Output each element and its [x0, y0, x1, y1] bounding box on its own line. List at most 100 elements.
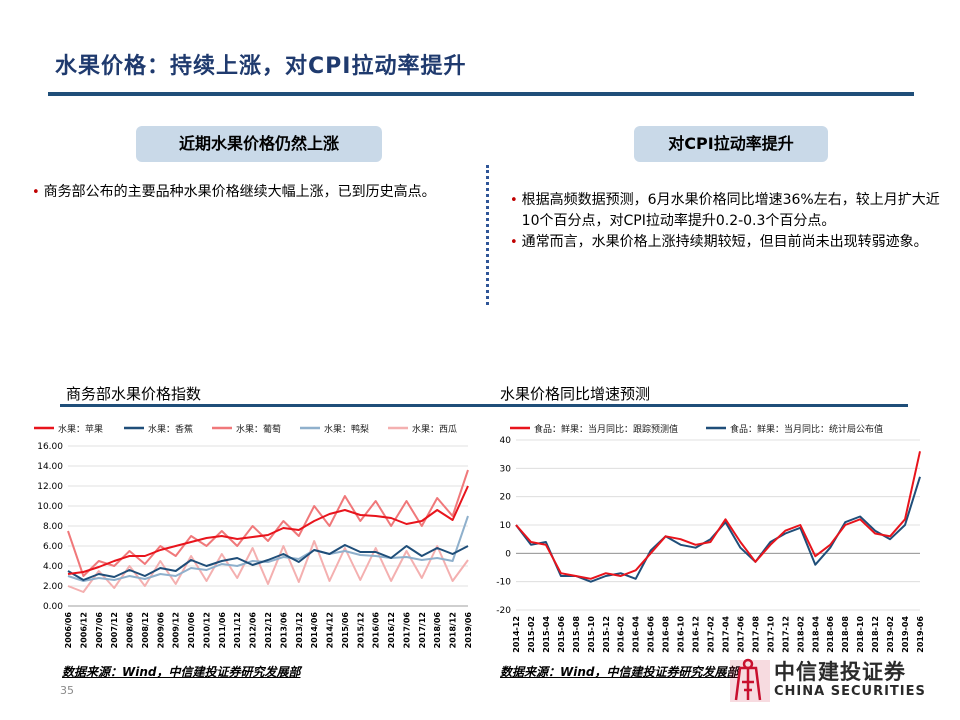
x-tick-label: 2018/06 — [433, 612, 442, 649]
y-tick-label: 16.00 — [37, 442, 63, 452]
x-tick-label: 2017/12 — [418, 612, 427, 648]
x-tick-label: 2011/06 — [218, 612, 227, 649]
x-tick-label: 2014/12 — [326, 612, 335, 648]
right-bullet-list: • 根据高频数据预测，6月水果价格同比增速36%左右，较上月扩大近10个百分点，… — [510, 190, 942, 253]
legend-label: 食品：鲜果：当月同比：统计局公布值 — [730, 423, 883, 435]
x-tick-label: 2015/06 — [341, 612, 350, 649]
dotted-divider — [486, 165, 489, 305]
x-tick-label: 2019-04 — [901, 616, 910, 653]
x-tick-label: 2015-10 — [587, 616, 596, 653]
legend-label: 水果：西瓜 — [412, 423, 457, 435]
x-tick-label: 2017-02 — [707, 616, 716, 653]
title-underline — [48, 92, 914, 96]
series-line — [67, 544, 469, 581]
x-tick-label: 2016-10 — [677, 616, 686, 653]
y-tick-label: 20 — [500, 493, 512, 503]
x-tick-label: 2012/12 — [264, 612, 273, 648]
x-tick-label: 2015-12 — [602, 616, 611, 653]
series-line — [515, 451, 921, 580]
bullet-dot-icon: • — [510, 235, 518, 250]
x-tick-label: 2016/06 — [372, 612, 381, 649]
y-tick-label: 30 — [500, 464, 512, 474]
series-line — [67, 540, 469, 593]
page-number: 35 — [60, 684, 74, 697]
x-tick-label: 2017-06 — [736, 616, 745, 653]
x-tick-label: 2016-04 — [632, 616, 641, 653]
x-tick-label: 2009/12 — [172, 612, 181, 648]
x-tick-label: 2010/12 — [202, 612, 211, 648]
y-tick-label: 12.00 — [37, 482, 63, 492]
series-line — [67, 515, 469, 582]
x-tick-label: 2016-02 — [617, 616, 626, 653]
bullet-item: • 根据高频数据预测，6月水果价格同比增速36%左右，较上月扩大近10个百分点，… — [510, 190, 942, 232]
bullet-dot-icon: • — [510, 193, 518, 208]
legend-label: 食品：鲜果：当月同比：跟踪预测值 — [534, 423, 678, 435]
x-tick-label: 2016-12 — [692, 616, 701, 653]
left-section-heading: 近期水果价格仍然上涨 — [136, 126, 382, 162]
logo-text-en: CHINA SECURITIES — [774, 684, 926, 699]
page-title: 水果价格：持续上涨，对CPI拉动率提升 — [55, 54, 467, 79]
y-tick-label: 6.00 — [43, 542, 63, 552]
chart-header-rule — [60, 404, 908, 407]
legend-label: 水果：鸭梨 — [324, 423, 369, 435]
x-tick-label: 2018-08 — [841, 616, 850, 653]
y-tick-label: 0 — [505, 549, 511, 559]
bullet-text: 商务部公布的主要品种水果价格继续大幅上涨，已到历史高点。 — [43, 184, 436, 200]
y-tick-label: -10 — [496, 578, 511, 588]
x-tick-label: 2007/12 — [110, 612, 119, 648]
x-tick-label: 2018/12 — [449, 612, 458, 648]
x-tick-label: 2018-02 — [796, 616, 805, 653]
bullet-dot-icon: • — [32, 185, 40, 200]
x-tick-label: 2006/06 — [64, 612, 73, 649]
x-tick-label: 2010/06 — [187, 612, 196, 649]
x-tick-label: 2017/06 — [402, 612, 411, 649]
x-tick-label: 2016-08 — [662, 616, 671, 653]
china-securities-logo-icon — [730, 658, 770, 702]
y-tick-label: 10.00 — [37, 502, 63, 512]
y-tick-label: 10 — [500, 521, 512, 531]
x-tick-label: 2015/12 — [356, 612, 365, 648]
x-tick-label: 2015-02 — [527, 616, 536, 653]
x-tick-label: 2018-12 — [871, 616, 880, 653]
legend-label: 水果：苹果 — [58, 423, 103, 435]
x-tick-label: 2015-06 — [557, 616, 566, 653]
y-tick-label: 0.00 — [43, 602, 63, 612]
x-tick-label: 2018-06 — [826, 616, 835, 653]
logo-text-cn: 中信建投证券 — [774, 660, 906, 684]
x-tick-label: 2015-04 — [542, 616, 551, 653]
x-tick-label: 2008/12 — [141, 612, 150, 648]
x-tick-label: 2011/12 — [233, 612, 242, 648]
x-tick-label: 2018-10 — [856, 616, 865, 653]
left-bullet-list: • 商务部公布的主要品种水果价格继续大幅上涨，已到历史高点。 — [32, 182, 472, 203]
y-tick-label: 8.00 — [43, 522, 63, 532]
y-tick-label: 2.00 — [43, 582, 63, 592]
y-tick-label: 40 — [500, 436, 512, 446]
x-tick-label: 2006/12 — [79, 612, 88, 648]
left-chart-label: 商务部水果价格指数 — [66, 385, 202, 403]
x-tick-label: 2013/12 — [295, 612, 304, 648]
x-tick-label: 2018-04 — [811, 616, 820, 653]
x-tick-label: 2008/06 — [126, 612, 135, 649]
x-tick-label: 2007/06 — [95, 612, 104, 649]
x-tick-label: 2015-08 — [572, 616, 581, 653]
x-tick-label: 2019-06 — [916, 616, 925, 653]
y-tick-label: 4.00 — [43, 562, 63, 572]
fruit-yoy-forecast-chart: 食品：鲜果：当月同比：跟踪预测值 食品：鲜果：当月同比：统计局公布值 -20 -10 0… — [496, 423, 925, 653]
x-tick-label: 2017-12 — [781, 616, 790, 653]
source-note-right: 数据来源：Wind，中信建投证券研究发展部 — [500, 665, 739, 679]
legend-label: 水果：葡萄 — [236, 423, 281, 435]
x-tick-label: 2019-02 — [886, 616, 895, 653]
x-tick-label: 2017-10 — [766, 616, 775, 653]
right-section-heading: 对CPI拉动率提升 — [634, 126, 828, 162]
y-tick-label: 14.00 — [37, 462, 63, 472]
right-chart-label: 水果价格同比增速预测 — [500, 385, 651, 403]
series-line — [67, 485, 469, 575]
x-tick-label: 2013/06 — [279, 612, 288, 649]
x-tick-label: 2019/06 — [464, 612, 473, 649]
source-note-left: 数据来源：Wind，中信建投证券研究发展部 — [62, 665, 301, 679]
x-tick-label: 2016-06 — [647, 616, 656, 653]
legend-label: 水果：香蕉 — [148, 423, 193, 435]
bullet-text: 通常而言，水果价格上涨持续期较短，但目前尚未出现转弱迹象。 — [521, 234, 928, 250]
x-tick-label: 2017-04 — [721, 616, 730, 653]
x-tick-label: 2014-12 — [512, 616, 521, 653]
